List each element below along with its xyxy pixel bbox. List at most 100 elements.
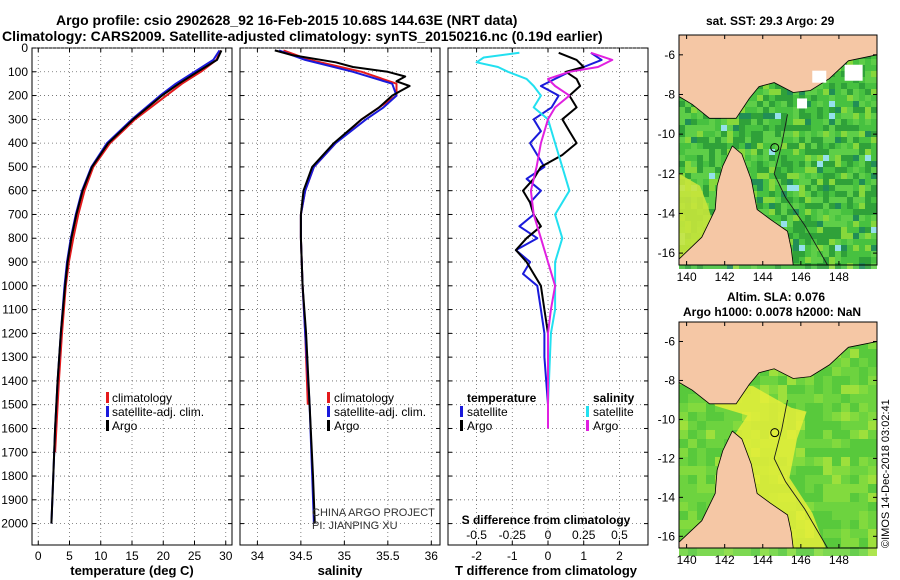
- map-cell: [817, 239, 823, 245]
- argo-float-marker: [770, 428, 780, 438]
- map-cell: [727, 131, 733, 137]
- depth-tick-label: 0: [21, 41, 28, 55]
- map-cell: [859, 251, 865, 257]
- lon-tick-label: 142: [715, 270, 735, 284]
- map-cell: [868, 349, 877, 358]
- map-cell: [685, 161, 691, 167]
- map-cell: [793, 131, 799, 137]
- map-cell: [724, 412, 733, 421]
- map-cell: [847, 95, 853, 101]
- map-cell: [805, 113, 811, 119]
- s-diff-tick-label: 0.5: [611, 528, 628, 542]
- map-cell: [757, 149, 763, 155]
- depth-tick-label: 1000: [1, 279, 28, 293]
- map-cell: [706, 430, 715, 439]
- map-cell: [775, 149, 781, 155]
- map-cell: [805, 385, 814, 394]
- map-cell: [796, 448, 805, 457]
- map-cell: [811, 209, 817, 215]
- map-cell: [793, 143, 799, 149]
- map-cell: [787, 233, 793, 239]
- map-cell: [751, 161, 757, 167]
- map-cell: [709, 155, 715, 161]
- map-cell: [742, 547, 751, 556]
- map-cell: [796, 385, 805, 394]
- map-cell: [703, 125, 709, 131]
- map-cell: [763, 149, 769, 155]
- map-cell: [679, 161, 685, 167]
- lat-tick-label: -8: [664, 373, 675, 387]
- salinity-panel: 34 34.5 35 35.5 36: [239, 47, 441, 563]
- map-cell: [811, 245, 817, 251]
- map-cell: [823, 263, 829, 269]
- map-cell: [823, 239, 829, 245]
- map-cell: [691, 113, 697, 119]
- map-cell: [775, 167, 781, 173]
- map-cell: [688, 457, 697, 466]
- map-cell: [853, 197, 859, 203]
- map-cell: [781, 113, 787, 119]
- map-cell: [805, 233, 811, 239]
- map-cell: [793, 179, 799, 185]
- map-cell: [793, 191, 799, 197]
- map-cell: [799, 107, 805, 113]
- map-cell: [823, 83, 829, 89]
- map-cell: [841, 101, 847, 107]
- map-cell: [775, 173, 781, 179]
- map-cell: [739, 119, 745, 125]
- map-cell: [835, 71, 841, 77]
- legend-swatch-t-satellite: [460, 406, 463, 417]
- map-cell: [832, 520, 841, 529]
- map-cell: [715, 125, 721, 131]
- temperature-panel: 0100200300400500600700800900100011001200…: [1, 41, 232, 563]
- map-cell: [769, 547, 778, 556]
- map-cell: [832, 538, 841, 547]
- map-cell: [679, 448, 688, 457]
- map-cell: [709, 191, 715, 197]
- map-cell: [865, 227, 871, 233]
- map-cell: [871, 155, 877, 161]
- map-cell: [829, 119, 835, 125]
- map-cell: [853, 137, 859, 143]
- map-cell: [751, 185, 757, 191]
- map-cell: [823, 137, 829, 143]
- map-cell: [853, 173, 859, 179]
- map-cell: [865, 173, 871, 179]
- map-cell: [850, 394, 859, 403]
- map-cell: [841, 394, 850, 403]
- map-cell: [799, 143, 805, 149]
- map-cell: [697, 466, 706, 475]
- map-cell: [847, 161, 853, 167]
- map-cell: [724, 547, 733, 556]
- map-cell: [793, 251, 799, 257]
- map-cell: [787, 131, 793, 137]
- map-cell: [859, 191, 865, 197]
- map-cell: [847, 185, 853, 191]
- map-cell: [688, 466, 697, 475]
- map-cell: [811, 185, 817, 191]
- map-cell: [706, 448, 715, 457]
- map-cell: [709, 209, 715, 215]
- map-cell: [811, 137, 817, 143]
- map-cell: [727, 119, 733, 125]
- map-cell: [823, 251, 829, 257]
- map-cell: [799, 191, 805, 197]
- map-cell: [868, 502, 877, 511]
- legend-swatch-t-argo: [460, 420, 463, 431]
- map-cell: [781, 263, 787, 269]
- map-cell: [829, 113, 835, 119]
- map-cell: [859, 484, 868, 493]
- map-cell: [823, 511, 832, 520]
- map-cell: [709, 131, 715, 137]
- map-cell: [859, 502, 868, 511]
- map-cell: [685, 101, 691, 107]
- map-cell: [817, 179, 823, 185]
- map-cell: [835, 239, 841, 245]
- map-cell: [787, 95, 793, 101]
- map-cell: [775, 131, 781, 137]
- map-frame: [678, 34, 878, 266]
- map-cell: [787, 197, 793, 203]
- map-cell: [829, 257, 835, 263]
